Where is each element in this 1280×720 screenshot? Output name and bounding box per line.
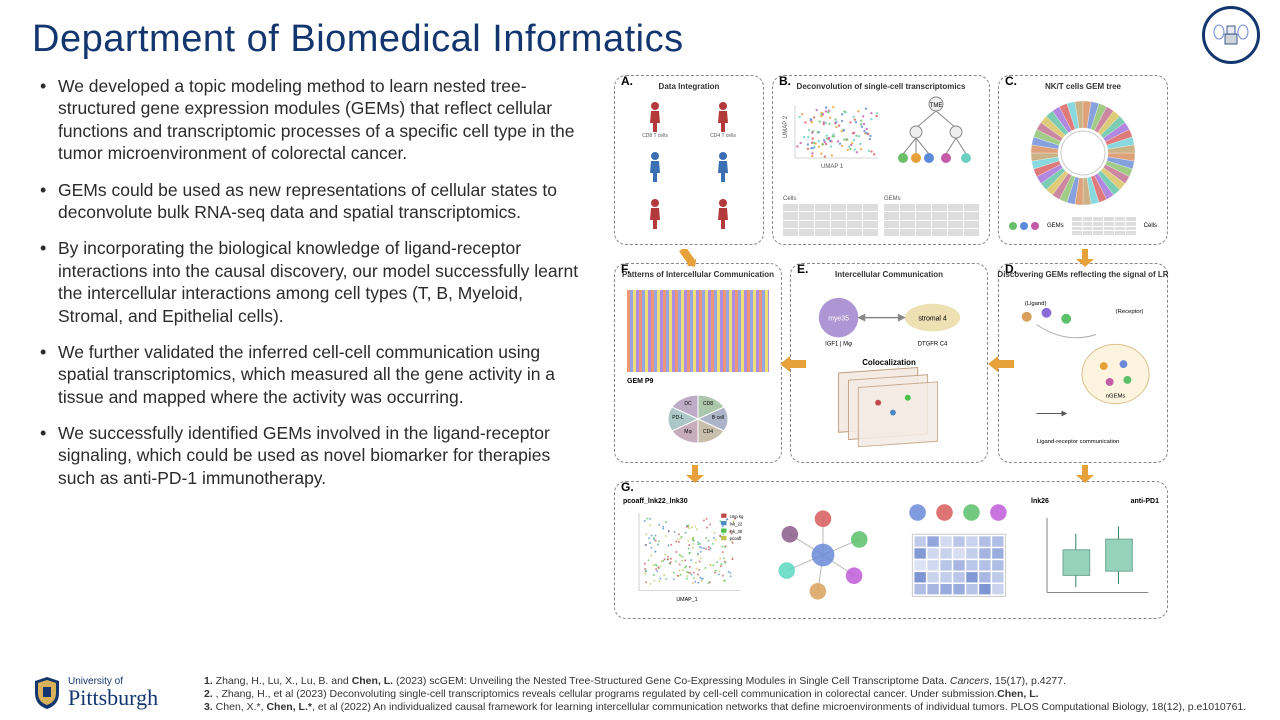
- panel-e-title: Intercellular Communication: [835, 270, 943, 279]
- bullet-item: We successfully identified GEMs involved…: [32, 422, 592, 489]
- panel-e: E. Intercellular Communication mye35 str…: [790, 263, 988, 463]
- svg-text:Ligand-receptor communication: Ligand-receptor communication: [1037, 439, 1120, 445]
- svg-text:nGEMs: nGEMs: [1106, 394, 1126, 400]
- panel-b-tree: TME: [891, 94, 981, 184]
- panel-c: C. NK/T cells GEM tree GEMs Cells: [998, 75, 1168, 245]
- panel-d: D. Discovering GEMs reflecting the signa…: [998, 263, 1168, 463]
- bullet-column: We developed a topic modeling method to …: [32, 75, 592, 625]
- slide: Department of Biomedical Informatics We …: [0, 0, 1280, 720]
- svg-text:lnk_30: lnk_30: [730, 529, 743, 534]
- svg-text:B cell: B cell: [712, 415, 724, 421]
- arrow-icon: [672, 249, 698, 267]
- svg-text:DC: DC: [684, 401, 692, 407]
- svg-text:Mφ: Mφ: [684, 429, 692, 435]
- panel-b-label: B.: [779, 74, 791, 88]
- page-title: Department of Biomedical Informatics: [32, 18, 1248, 61]
- bullet-item: We developed a topic modeling method to …: [32, 75, 592, 165]
- svg-text:cmp kg: cmp kg: [730, 514, 744, 519]
- panel-c-bottom: GEMs Cells: [1009, 214, 1157, 238]
- footer: University of Pittsburgh 1. Zhang, H., L…: [32, 675, 1248, 714]
- panel-a-label: A.: [621, 74, 633, 88]
- arrow-icon: [1072, 465, 1098, 483]
- bullet-item: GEMs could be used as new representation…: [32, 179, 592, 224]
- panel-f-ring: CD8 B cell CD4 Mφ PD-L DC: [648, 384, 748, 454]
- panel-c-title: NK/T cells GEM tree: [1045, 82, 1121, 91]
- dbmi-logo: [1202, 6, 1260, 64]
- bullet-item: By incorporating the biological knowledg…: [32, 237, 592, 327]
- panel-g: G. pcoaff_lnk22_lnk30 cmp kglnk_22lnk_30…: [614, 481, 1168, 619]
- panel-g-sub1: pcoaff_lnk22_lnk30 cmp kglnk_22lnk_30pco…: [623, 498, 751, 612]
- panel-d-body: (Ligand) (Receptor) nGEMs Ligand-recepto…: [1007, 294, 1159, 454]
- panel-f-title: Patterns of Intercellular Communication: [622, 270, 774, 279]
- panel-a-body: CD8 T cellsCD4 T cells: [623, 98, 755, 236]
- bullet-list: We developed a topic modeling method to …: [32, 75, 592, 489]
- svg-text:(Ligand): (Ligand): [1025, 301, 1047, 307]
- shield-icon: [32, 675, 62, 711]
- dbmi-logo-text: [1211, 20, 1251, 51]
- panel-b: B. Deconvolution of single-cell transcri…: [772, 75, 990, 245]
- content-row: We developed a topic modeling method to …: [32, 75, 1248, 625]
- panel-g-sub4: lnk26 anti-PD1: [1031, 498, 1159, 612]
- arrow-icon: [780, 355, 806, 373]
- figure-column: A. Data Integration CD8 T cellsCD4 T cel…: [612, 75, 1248, 625]
- svg-text:DTGFR C4: DTGFR C4: [918, 341, 948, 347]
- panel-a-title: Data Integration: [659, 82, 720, 91]
- bullet-item: We further validated the inferred cell-c…: [32, 341, 592, 408]
- panel-b-yaxis: UMAP 2: [783, 116, 789, 138]
- pitt-label: Pittsburgh: [68, 687, 158, 709]
- svg-text:pcoaff: pcoaff: [730, 536, 742, 541]
- panel-e-body: mye35 stromal 4 IGF1 | Mφ DTGFR C4 Coloc…: [799, 292, 979, 454]
- svg-text:Colocalization: Colocalization: [862, 358, 916, 367]
- panel-g-sub2: [759, 498, 887, 612]
- svg-text:UMAP_1: UMAP_1: [676, 597, 697, 603]
- arrow-icon: [682, 465, 708, 483]
- svg-text:IGF1 | Mφ: IGF1 | Mφ: [825, 341, 852, 347]
- panel-f: F. Patterns of Intercellular Communicati…: [614, 263, 782, 463]
- panel-b-grids: Cells GEMs: [783, 196, 979, 236]
- panel-g-body: pcoaff_lnk22_lnk30 cmp kglnk_22lnk_30pco…: [623, 498, 1159, 612]
- panel-f-heatmap: [627, 290, 769, 372]
- svg-text:CD8: CD8: [703, 401, 713, 407]
- panel-c-sunburst: [1028, 98, 1138, 208]
- panel-b-title: Deconvolution of single-cell transcripto…: [797, 82, 966, 91]
- svg-text:lnk_22: lnk_22: [730, 521, 743, 526]
- arrow-icon: [1072, 249, 1098, 267]
- panel-b-scatter: [783, 100, 883, 162]
- panel-g-sub3: [895, 498, 1023, 612]
- panel-c-label: C.: [1005, 74, 1017, 88]
- panel-d-title: Discovering GEMs reflecting the signal o…: [997, 270, 1168, 279]
- svg-text:CD4: CD4: [703, 429, 713, 435]
- panel-b-xaxis: UMAP 1: [821, 164, 843, 170]
- pitt-logo: University of Pittsburgh: [32, 675, 192, 711]
- references: 1. Zhang, H., Lu, X., Lu, B. and Chen, L…: [204, 675, 1248, 714]
- panel-e-label: E.: [797, 262, 808, 276]
- svg-text:PD-L: PD-L: [672, 415, 684, 421]
- arrow-icon: [988, 355, 1014, 373]
- svg-text:mye35: mye35: [828, 316, 849, 323]
- svg-text:(Receptor): (Receptor): [1116, 309, 1144, 315]
- svg-text:TME: TME: [930, 103, 943, 109]
- panel-g-label: G.: [621, 480, 634, 494]
- panel-a: A. Data Integration CD8 T cellsCD4 T cel…: [614, 75, 764, 245]
- svg-text:stromal 4: stromal 4: [918, 316, 947, 323]
